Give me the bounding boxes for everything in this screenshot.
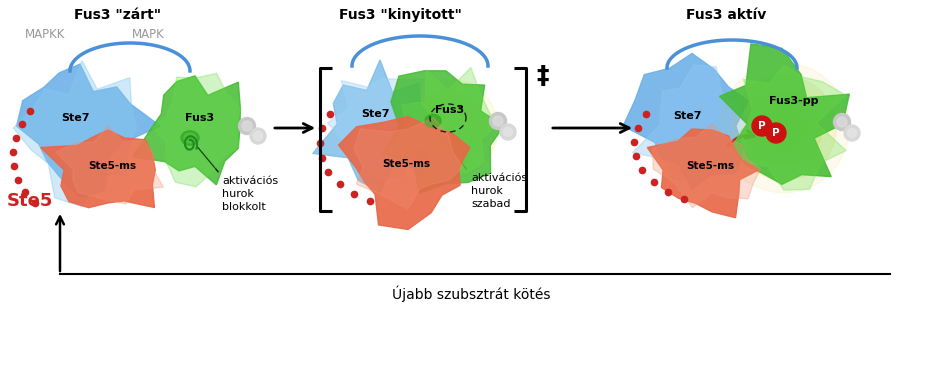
Circle shape xyxy=(844,125,860,141)
Text: Ste5-ms: Ste5-ms xyxy=(686,161,734,171)
Circle shape xyxy=(752,116,772,136)
Circle shape xyxy=(250,128,266,144)
Circle shape xyxy=(500,124,516,140)
Polygon shape xyxy=(647,129,758,218)
Polygon shape xyxy=(632,65,749,181)
Text: Fus3 "kinyitott": Fus3 "kinyitott" xyxy=(338,8,462,22)
Circle shape xyxy=(834,113,851,131)
Circle shape xyxy=(719,63,849,193)
Polygon shape xyxy=(56,126,164,204)
Circle shape xyxy=(398,79,498,179)
Text: Fus3 aktív: Fus3 aktív xyxy=(686,8,766,22)
Text: MAPK: MAPK xyxy=(132,28,164,41)
Circle shape xyxy=(410,91,486,167)
Circle shape xyxy=(848,128,856,138)
Circle shape xyxy=(253,131,263,141)
Text: Ste5-ms: Ste5-ms xyxy=(88,161,136,171)
Polygon shape xyxy=(623,53,748,189)
Polygon shape xyxy=(41,130,155,208)
Polygon shape xyxy=(720,44,850,184)
Circle shape xyxy=(732,76,836,180)
Polygon shape xyxy=(338,116,470,229)
Polygon shape xyxy=(17,64,160,197)
Text: ‡: ‡ xyxy=(536,64,548,88)
Polygon shape xyxy=(425,115,441,128)
Polygon shape xyxy=(313,60,437,192)
Text: Újabb szubsztrát kötés: Újabb szubsztrát kötés xyxy=(392,286,550,303)
Text: Ste5: Ste5 xyxy=(7,192,53,210)
Polygon shape xyxy=(382,71,504,193)
Polygon shape xyxy=(354,117,463,209)
Text: Fus3-pp: Fus3-pp xyxy=(770,96,819,106)
Circle shape xyxy=(504,127,512,137)
Text: Fus3: Fus3 xyxy=(186,113,215,123)
Text: MAPKK: MAPKK xyxy=(24,28,65,41)
Text: aktivációs
hurok
szabad: aktivációs hurok szabad xyxy=(471,173,528,209)
Polygon shape xyxy=(153,73,240,187)
Text: Ste7: Ste7 xyxy=(60,113,89,123)
Polygon shape xyxy=(133,76,240,185)
Text: Ste7: Ste7 xyxy=(362,109,390,119)
Polygon shape xyxy=(184,133,196,143)
Text: Fus3: Fus3 xyxy=(435,105,464,115)
Text: Ste5-ms: Ste5-ms xyxy=(382,159,430,169)
Polygon shape xyxy=(653,124,760,208)
Circle shape xyxy=(766,123,786,143)
Text: P: P xyxy=(758,121,766,131)
Polygon shape xyxy=(731,65,846,190)
Circle shape xyxy=(242,121,252,131)
Text: Fus3 "zárt": Fus3 "zárt" xyxy=(74,8,162,22)
Text: Ste7: Ste7 xyxy=(674,111,702,121)
Circle shape xyxy=(837,117,847,127)
Circle shape xyxy=(238,117,255,134)
Text: aktivációs
hurok
blokkolt: aktivációs hurok blokkolt xyxy=(222,176,278,212)
Polygon shape xyxy=(13,60,137,206)
Circle shape xyxy=(746,90,822,166)
Text: P: P xyxy=(772,128,780,138)
Circle shape xyxy=(422,103,474,155)
Circle shape xyxy=(490,112,507,130)
Polygon shape xyxy=(181,131,199,145)
Circle shape xyxy=(759,103,809,153)
Polygon shape xyxy=(388,67,495,176)
Polygon shape xyxy=(328,78,437,179)
Circle shape xyxy=(493,116,503,126)
